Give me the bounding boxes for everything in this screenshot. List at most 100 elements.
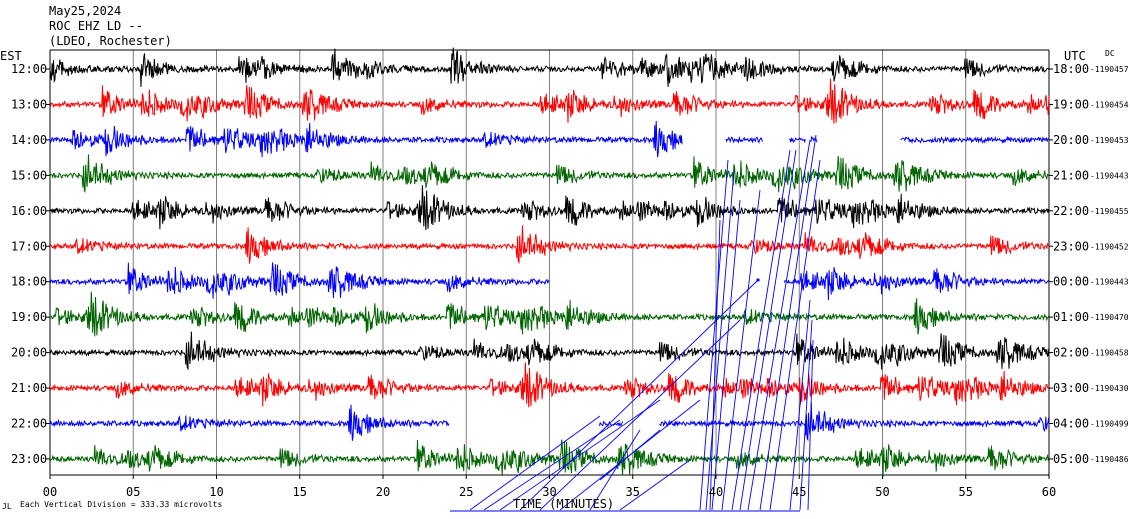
x-tick-label: 20 [376, 485, 390, 499]
trace-row-2-segment-3 [810, 135, 818, 143]
right-hour-label: 19:00 [1053, 97, 1089, 111]
trace-row-10-segment-1 [599, 420, 624, 428]
grid-layer [49, 49, 1050, 479]
trace-row-8-segment-0 [49, 331, 1050, 371]
overlay-line-9 [789, 299, 811, 511]
left-hour-label: 15:00 [11, 168, 47, 182]
overlay-line-7 [759, 134, 817, 511]
dc-offset-label: -1190470 [1090, 313, 1129, 322]
date-label: May25,2024 [49, 4, 122, 18]
right-hour-label: 02:00 [1053, 346, 1089, 360]
x-tick-label: 10 [209, 485, 223, 499]
overlay-line-6 [747, 139, 811, 511]
dc-offset-label: -1190430 [1090, 384, 1129, 393]
right-hour-label: 18:00 [1053, 62, 1089, 76]
left-timezone-label: EST [0, 49, 22, 63]
dc-offset-label: -1190499 [1090, 420, 1129, 429]
overlay-line-2 [711, 199, 741, 511]
trace-row-2-segment-2 [789, 137, 806, 144]
overlay-line-8 [769, 159, 821, 511]
dc-offset-label: -1190443 [1090, 171, 1129, 180]
left-hour-label: 12:00 [11, 62, 47, 76]
trace-row-11-segment-0 [49, 439, 1050, 478]
trace-row-3-segment-0 [49, 154, 1050, 194]
trace-row-5-segment-0 [49, 225, 1050, 265]
x-tick-label: 40 [709, 485, 723, 499]
trace-row-6-segment-0 [49, 262, 550, 299]
dc-offset-label: -1190486 [1090, 455, 1129, 464]
dc-offset-label: -1190458 [1090, 349, 1129, 358]
dc-offset-label: -1190457 [1090, 65, 1129, 74]
left-hour-label: 20:00 [11, 346, 47, 360]
x-tick-label: 60 [1042, 485, 1056, 499]
overlay-line-1 [705, 169, 735, 511]
trace-row-2-segment-0 [49, 120, 683, 158]
trace-row-1-segment-0 [49, 78, 1050, 124]
trace-row-10-segment-2 [659, 402, 1050, 442]
trace-row-0-segment-0 [49, 47, 1050, 88]
overlay-line-19 [619, 459, 691, 511]
dc-header-label: DC [1105, 49, 1115, 58]
right-hour-label: 01:00 [1053, 310, 1089, 324]
overlay-line-3 [721, 189, 761, 511]
station-label: ROC EHZ LD -- [49, 19, 143, 33]
dc-offset-label: -1190455 [1090, 207, 1129, 216]
trace-row-6-segment-1 [783, 267, 1050, 301]
x-tick-label: 45 [792, 485, 806, 499]
overlay-layer [450, 134, 821, 512]
overlay-line-11 [807, 339, 814, 511]
overlay-line-10 [799, 319, 813, 511]
trace-row-2-segment-1 [725, 135, 763, 144]
left-hour-label: 19:00 [11, 310, 47, 324]
overlay-line-21 [709, 219, 721, 511]
trace-row-10-segment-0 [49, 404, 450, 441]
left-hour-label: 18:00 [11, 275, 47, 289]
x-tick-label: 25 [459, 485, 473, 499]
x-tick-label: 30 [542, 485, 556, 499]
x-tick-label: 50 [875, 485, 889, 499]
left-hour-label: 13:00 [11, 97, 47, 111]
overlay-dot [756, 278, 760, 282]
label-layer: EST UTC DC TIME (MINUTES) JL Each Vertic… [0, 49, 1129, 511]
footer-note: Each Vertical Division = 333.33 microvol… [20, 500, 222, 509]
overlay-line-4 [731, 149, 791, 511]
left-hour-label: 16:00 [11, 204, 47, 218]
dc-offset-label: -1190443 [1090, 278, 1129, 287]
left-hour-label: 14:00 [11, 133, 47, 147]
x-tick-label: 05 [126, 485, 140, 499]
trace-row-2-segment-4 [900, 135, 1049, 145]
overlay-line-12 [469, 415, 601, 511]
right-hour-label: 00:00 [1053, 275, 1089, 289]
x-tick-label: 00 [43, 485, 57, 499]
dc-offset-label: -1190453 [1090, 136, 1129, 145]
right-hour-label: 03:00 [1053, 381, 1089, 395]
dc-offset-label: -1190452 [1090, 242, 1129, 251]
overlay-line-20 [599, 429, 661, 481]
dc-offset-label: -1190454 [1090, 100, 1129, 109]
right-hour-label: 22:00 [1053, 204, 1089, 218]
overlay-line-18 [589, 429, 641, 511]
footer-mark: JL [2, 502, 12, 511]
left-hour-label: 21:00 [11, 381, 47, 395]
trace-layer [49, 47, 1050, 478]
right-hour-label: 05:00 [1053, 452, 1089, 466]
trace-row-4-segment-0 [49, 185, 1050, 231]
left-hour-label: 22:00 [11, 417, 47, 431]
right-hour-label: 04:00 [1053, 417, 1089, 431]
x-tick-label: 35 [626, 485, 640, 499]
right-hour-label: 23:00 [1053, 239, 1089, 253]
overlay-line-15 [519, 279, 759, 511]
left-hour-label: 23:00 [11, 452, 47, 466]
trace-row-7-segment-0 [49, 291, 1050, 337]
x-tick-label: 15 [293, 485, 307, 499]
right-hour-label: 20:00 [1053, 133, 1089, 147]
right-timezone-label: UTC [1064, 49, 1086, 63]
left-hour-label: 17:00 [11, 239, 47, 253]
network-label: (LDEO, Rochester) [49, 34, 172, 48]
overlay-line-14 [499, 399, 661, 511]
right-hour-label: 21:00 [1053, 168, 1089, 182]
overlay-line-16 [539, 319, 741, 511]
overlay-line-0 [699, 159, 729, 511]
x-axis-label: TIME (MINUTES) [513, 497, 614, 511]
